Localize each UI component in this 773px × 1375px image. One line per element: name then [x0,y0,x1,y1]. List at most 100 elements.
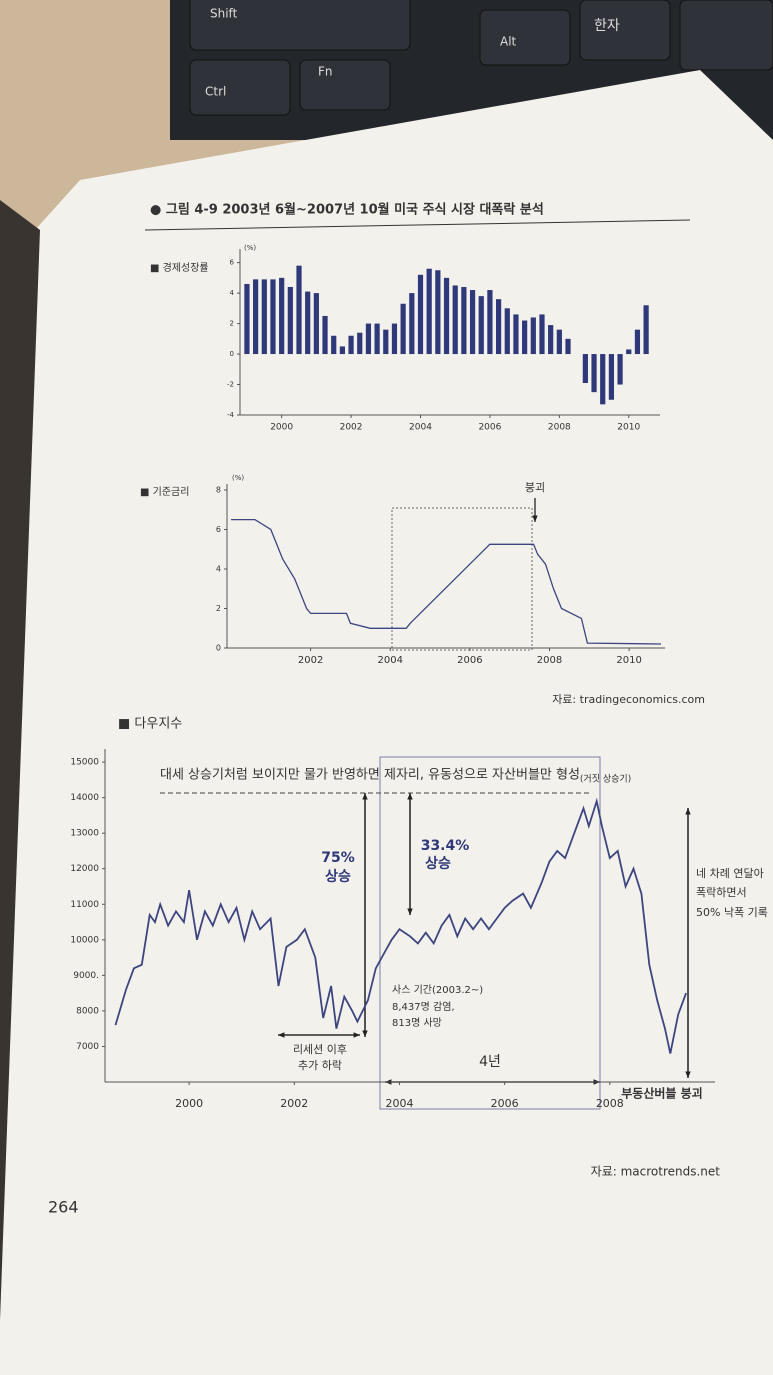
book-edge [0,200,40,1320]
bar [487,290,493,355]
annotation: (거짓 상승기) [580,774,631,785]
key-label: Ctrl [205,85,226,99]
bar [643,305,649,355]
bar [617,354,623,385]
arrow-head [362,1030,368,1037]
bar [513,314,519,355]
bar [348,335,354,355]
bar [539,314,545,355]
source: 자료: macrotrends.net [591,1165,721,1179]
x-tick-label: 2008 [548,423,571,433]
bar [287,287,293,355]
x-tick-label: 2006 [478,423,501,433]
annotation: 813명 사망 [392,1017,442,1029]
bar [565,338,571,355]
bar [443,277,450,355]
bar [400,303,406,355]
bar [495,299,502,355]
arrow-head [407,908,413,915]
annotation: 상승 [325,869,351,885]
bar [435,270,441,355]
y-tick-label: 2 [230,320,234,328]
chart-title: ■ 다우지수 [118,717,182,732]
bar [426,268,432,355]
y-tick-label: 4 [230,289,235,297]
bar [582,354,588,383]
y-tick-label: 11000 [70,900,99,910]
key-label: Fn [318,65,333,79]
bar [322,315,328,355]
paper [0,70,773,1375]
y-tick-label: -4 [227,411,235,419]
bar [530,317,536,355]
x-tick-label: 2010 [617,423,640,433]
chart-title: ■ 경제성장률 [150,261,209,274]
annotation: 사스 기간(2003.2~) [392,984,483,996]
arrow-head [353,1032,360,1038]
bar [261,279,267,355]
y-tick-label: 6 [216,525,221,534]
y-tick-label: 14000 [70,793,99,803]
bar [591,354,597,393]
x-tick-label: 2008 [537,655,562,666]
annotation: 33.4% [421,838,470,854]
annotation: 50% 낙폭 기록 [696,906,768,919]
bar [522,320,528,355]
bar [339,346,345,355]
annotation: 75% [321,850,355,866]
y-axis-label: (%) [232,474,244,482]
bar [556,329,562,355]
x-tick-label: 2002 [298,655,323,666]
annotation: 추가 하락 [298,1058,342,1072]
bar [357,332,363,355]
annotation: 상승 [425,856,451,872]
bar [469,290,476,355]
bar [305,291,311,355]
x-tick-label: 2002 [280,1097,308,1110]
x-tick-label: 2004 [378,655,403,666]
y-tick-label: 15000 [70,758,99,768]
bar [270,279,276,355]
x-tick-label: 2004 [409,423,432,433]
x-tick-label: 2006 [491,1097,519,1110]
line [231,518,662,645]
x-tick-label: 2010 [616,655,641,666]
bar [374,323,380,355]
y-tick-label: 7000 [76,1042,99,1052]
annotation: 4년 [479,1054,501,1070]
bar [634,329,641,355]
bar [409,293,415,355]
annotation: 폭락하면서 [696,885,747,899]
chart-title: ■ 기준금리 [140,486,189,498]
bar [331,335,337,355]
key-label: 한자 [594,18,620,34]
y-tick-label: 6 [230,259,235,267]
annotation: 8,437명 감염, [392,1001,455,1013]
line [114,797,687,1054]
highlight-box [391,507,533,651]
annotation: 대세 상승기처럼 보이지만 물가 반영하면 제자리, 유동성으로 자산버블만 형… [160,768,580,783]
bar [452,285,458,355]
x-tick-label: 2004 [385,1097,413,1110]
source: 자료: tradingeconomics.com [552,693,705,706]
x-tick-label: 2006 [457,655,482,666]
bar [365,323,372,355]
bar [478,296,484,355]
keys [189,0,773,116]
bar [504,308,510,355]
y-tick-label: -2 [227,381,234,389]
key-label: Shift [210,7,238,21]
x-tick-label: 2000 [270,423,293,433]
y-tick-label: 13000 [70,829,99,839]
y-tick-label: 12000 [70,864,99,874]
y-tick-label: 10000 [70,935,99,945]
x-tick-label: 2000 [175,1097,203,1110]
arrow-head [532,515,538,522]
figure-title: ● 그림 4-9 2003년 6월~2007년 10월 미국 주식 시장 대폭락… [150,202,544,218]
annotation: 네 차례 연달아 [696,867,764,880]
x-tick-label: 2008 [596,1097,624,1110]
y-tick-label: 2 [216,604,221,613]
page-number: 264 [48,1198,79,1217]
bar [548,325,554,355]
bar [391,323,398,355]
